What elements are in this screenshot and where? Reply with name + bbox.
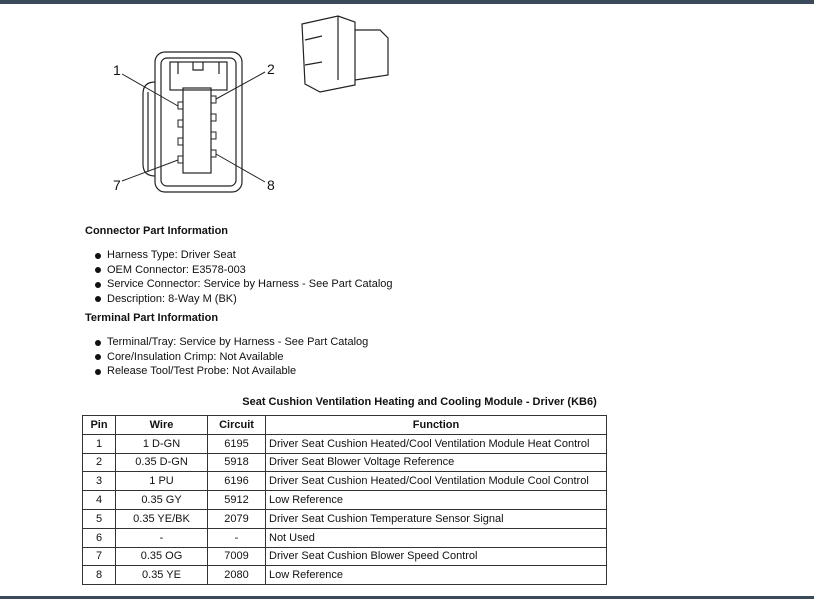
terminal-info-list: Terminal/Tray: Service by Harness - See … xyxy=(85,335,368,379)
connector-3d-view xyxy=(301,15,389,93)
cell-circuit: 6196 xyxy=(207,471,266,492)
list-item: Core/Insulation Crimp: Not Available xyxy=(85,350,368,365)
cell-pin: 4 xyxy=(82,490,116,510)
pin-label-8: 8 xyxy=(267,177,275,193)
terminal-info-heading: Terminal Part Information xyxy=(85,312,219,324)
cell-circuit: 2079 xyxy=(207,508,266,529)
cell-circuit: 6195 xyxy=(207,433,266,454)
list-item: Description: 8-Way M (BK) xyxy=(85,292,393,307)
table-row: 6- - Not Used xyxy=(82,527,607,548)
cell-function: Low Reference xyxy=(265,490,607,510)
header-function: Function xyxy=(265,415,607,435)
cell-pin: 7 xyxy=(82,546,116,567)
connector-info-heading: Connector Part Information xyxy=(85,225,229,237)
cell-pin: 5 xyxy=(82,508,116,529)
list-item: Terminal/Tray: Service by Harness - See … xyxy=(85,335,368,350)
cell-wire: - xyxy=(115,527,208,548)
header-pin: Pin xyxy=(82,415,116,435)
pin-label-1: 1 xyxy=(113,62,121,78)
top-bar xyxy=(0,0,814,4)
cell-wire: 1 D-GN xyxy=(115,433,208,454)
list-item: OEM Connector: E3578-003 xyxy=(85,263,393,278)
cell-circuit: 7009 xyxy=(207,546,266,567)
cell-pin: 2 xyxy=(82,452,116,473)
bottom-bar xyxy=(0,596,814,599)
cell-pin: 8 xyxy=(82,565,116,586)
cell-wire: 0.35 GY xyxy=(115,490,208,510)
cell-circuit: 5918 xyxy=(207,452,266,473)
connector-face-view xyxy=(121,51,266,193)
cell-function: Driver Seat Blower Voltage Reference xyxy=(265,452,607,473)
cell-wire: 0.35 D-GN xyxy=(115,452,208,473)
cell-wire: 0.35 YE/BK xyxy=(115,508,208,529)
header-circuit: Circuit xyxy=(207,415,266,435)
pin-label-2: 2 xyxy=(267,61,275,77)
cell-circuit: - xyxy=(207,527,266,548)
table-row: 5 0.35 YE/BK 2079 Driver Seat Cushion Tempe… xyxy=(82,508,607,529)
pin-label-7: 7 xyxy=(113,177,121,193)
connector-info-list: Harness Type: Driver Seat OEM Connector:… xyxy=(85,248,393,306)
cell-circuit: 2080 xyxy=(207,565,266,586)
cell-pin: 6 xyxy=(82,527,116,548)
cell-function: Driver Seat Cushion Heated/Cool Ventilat… xyxy=(265,433,607,454)
cell-wire: 1 PU xyxy=(115,471,208,492)
table-row: 7 0.35 OG 7009 Driver Seat Cushion Blower S… xyxy=(82,546,607,567)
table-row: 2 0.35 D-GN 5918 Driver Seat Blower Voltage… xyxy=(82,452,607,473)
cell-pin: 3 xyxy=(82,471,116,492)
table-header-row: Pin Wire Circuit Function xyxy=(82,415,607,435)
cell-wire: 0.35 OG xyxy=(115,546,208,567)
cell-function: Not Used xyxy=(265,527,607,548)
table-title: Seat Cushion Ventilation Heating and Coo… xyxy=(242,396,597,408)
table-row: 4 0.35 GY 5912 Low Reference xyxy=(82,490,607,510)
list-item: Harness Type: Driver Seat xyxy=(85,248,393,263)
cell-circuit: 5912 xyxy=(207,490,266,510)
cell-function: Driver Seat Cushion Temperature Sensor S… xyxy=(265,508,607,529)
header-wire: Wire xyxy=(115,415,208,435)
cell-function: Driver Seat Cushion Heated/Cool Ventilat… xyxy=(265,471,607,492)
list-item: Release Tool/Test Probe: Not Available xyxy=(85,364,368,379)
table-row: 8 0.35 YE 2080 Low Reference xyxy=(82,565,607,586)
connector-diagram: 1 2 7 8 xyxy=(113,15,389,193)
cell-pin: 1 xyxy=(82,433,116,454)
cell-function: Driver Seat Cushion Blower Speed Control xyxy=(265,546,607,567)
cell-function: Low Reference xyxy=(265,565,607,586)
list-item: Service Connector: Service by Harness - … xyxy=(85,277,393,292)
cell-wire: 0.35 YE xyxy=(115,565,208,586)
